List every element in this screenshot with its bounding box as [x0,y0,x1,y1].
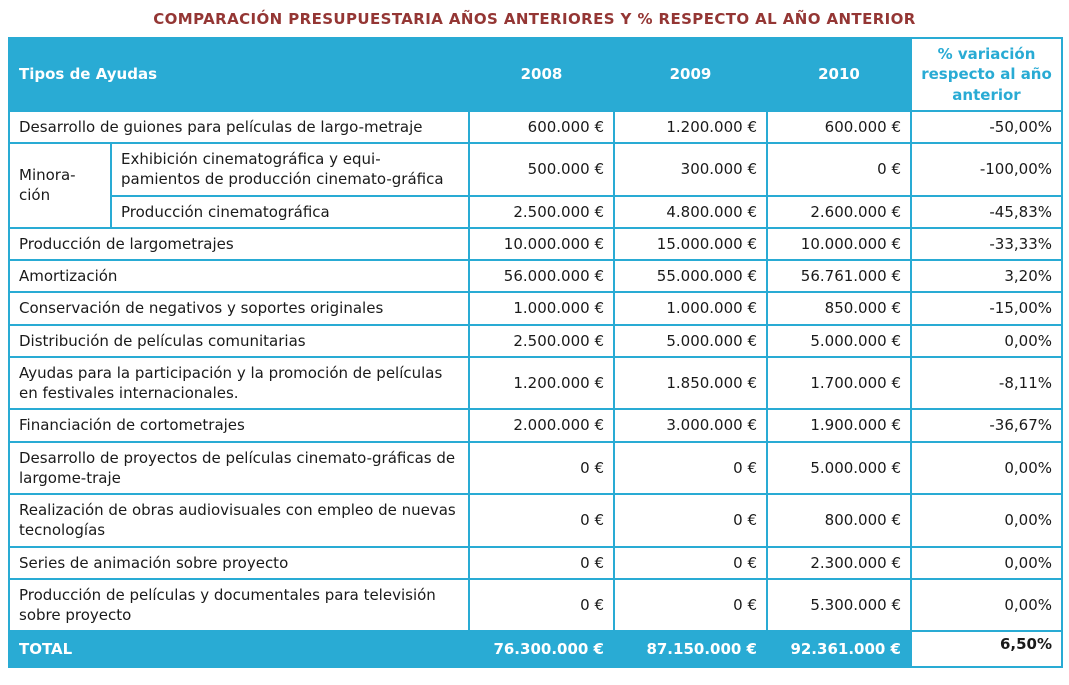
total-2009: 87.150.000 € [613,630,768,669]
table-row: Desarrollo de proyectos de películas cin… [8,440,1063,495]
cell-2008: 56.000.000 € [468,258,615,294]
cell-variacion: 0,00% [910,545,1063,580]
table-row: Distribución de películas comunitarias 2… [8,323,1063,358]
header-tipos-de-ayudas: Tipos de Ayudas [8,37,470,112]
cell-2009: 0 € [613,545,768,580]
cell-2009: 1.200.000 € [613,109,768,145]
cell-variacion: -15,00% [910,291,1063,326]
cell-2009: 55.000.000 € [613,258,768,294]
total-variacion: 6,50% [910,630,1063,669]
row-label: Producción cinematográfica [110,194,470,229]
cell-variacion: -8,11% [910,355,1063,411]
row-label: Desarrollo de proyectos de películas cin… [8,440,470,495]
table-row: Ayudas para la participación y la promoc… [8,355,1063,411]
cell-2009: 0 € [613,440,768,495]
cell-2008: 0 € [468,493,615,548]
table-row: Producción de largometrajes 10.000.000 €… [8,226,1063,262]
row-label: Exhibición cinematográfica y equi-pamien… [110,142,470,197]
cell-2009: 15.000.000 € [613,226,768,262]
page-title: COMPARACIÓN PRESUPUESTARIA AÑOS ANTERIOR… [153,10,916,28]
row-label: Financiación de cortometrajes [8,408,470,443]
table-row: Desarrollo de guiones para películas de … [8,109,1063,145]
table-row: Financiación de cortometrajes 2.000.000 … [8,408,1063,443]
cell-2009: 3.000.000 € [613,408,768,443]
cell-2008: 500.000 € [468,142,615,197]
total-label: TOTAL [8,630,470,669]
table-row: Series de animación sobre proyecto 0 € 0… [8,545,1063,580]
cell-2009: 1.850.000 € [613,355,768,411]
table-row: Conservación de negativos y soportes ori… [8,291,1063,326]
cell-variacion: 0,00% [910,323,1063,358]
cell-2008: 0 € [468,545,615,580]
cell-variacion: -33,33% [910,226,1063,262]
cell-2010: 1.700.000 € [766,355,912,411]
header-variacion: % variación respecto al año anterior [910,37,1063,112]
cell-2010: 800.000 € [766,493,912,548]
cell-2009: 300.000 € [613,142,768,197]
cell-2010: 2.600.000 € [766,194,912,229]
cell-variacion: 0,00% [910,577,1063,633]
cell-2010: 600.000 € [766,109,912,145]
cell-2010: 5.000.000 € [766,440,912,495]
cell-2009: 5.000.000 € [613,323,768,358]
cell-2008: 600.000 € [468,109,615,145]
cell-2008: 10.000.000 € [468,226,615,262]
cell-2010: 850.000 € [766,291,912,326]
row-label: Amortización [8,258,470,294]
cell-variacion: 0,00% [910,440,1063,495]
cell-2010: 1.900.000 € [766,408,912,443]
cell-2008: 2.000.000 € [468,408,615,443]
cell-2008: 1.200.000 € [468,355,615,411]
cell-variacion: -100,00% [910,142,1063,197]
table-row: Producción de películas y documentales p… [8,577,1063,633]
row-group-label: Minora-ción [8,142,112,229]
row-label: Ayudas para la participación y la promoc… [8,355,470,411]
cell-2008: 1.000.000 € [468,291,615,326]
cell-variacion: 0,00% [910,493,1063,548]
row-label: Distribución de películas comunitarias [8,323,470,358]
total-2010: 92.361.000 € [766,630,912,669]
row-label: Realización de obras audiovisuales con e… [8,493,470,548]
header-2009: 2009 [613,37,768,112]
cell-2008: 0 € [468,577,615,633]
cell-variacion: -45,83% [910,194,1063,229]
cell-2010: 5.300.000 € [766,577,912,633]
cell-2010: 56.761.000 € [766,258,912,294]
cell-2009: 0 € [613,577,768,633]
cell-2008: 2.500.000 € [468,323,615,358]
row-label: Producción de películas y documentales p… [8,577,470,633]
table-row: Realización de obras audiovisuales con e… [8,493,1063,548]
cell-2010: 5.000.000 € [766,323,912,358]
cell-2008: 0 € [468,440,615,495]
table-header-row: Tipos de Ayudas 2008 2009 2010 % variaci… [8,37,1063,112]
budget-comparison-table: Tipos de Ayudas 2008 2009 2010 % variaci… [8,37,1063,669]
cell-variacion: -36,67% [910,408,1063,443]
row-label: Desarrollo de guiones para películas de … [8,109,470,145]
row-label: Conservación de negativos y soportes ori… [8,291,470,326]
cell-2009: 1.000.000 € [613,291,768,326]
cell-2009: 4.800.000 € [613,194,768,229]
table-row: Producción cinematográfica 2.500.000 € 4… [9,194,1063,229]
table-row: Minora-ción Exhibición cinematográfica y… [8,142,1063,229]
cell-2008: 2.500.000 € [468,194,615,229]
table-row: Amortización 56.000.000 € 55.000.000 € 5… [8,258,1063,294]
total-2008: 76.300.000 € [468,630,615,669]
header-2010: 2010 [766,37,912,112]
cell-2009: 0 € [613,493,768,548]
header-2008: 2008 [468,37,615,112]
table-total-row: TOTAL 76.300.000 € 87.150.000 € 92.361.0… [8,630,1063,669]
cell-2010: 10.000.000 € [766,226,912,262]
cell-variacion: -50,00% [910,109,1063,145]
cell-variacion: 3,20% [910,258,1063,294]
cell-2010: 2.300.000 € [766,545,912,580]
row-label: Series de animación sobre proyecto [8,545,470,580]
row-label: Producción de largometrajes [8,226,470,262]
cell-2010: 0 € [766,142,912,197]
